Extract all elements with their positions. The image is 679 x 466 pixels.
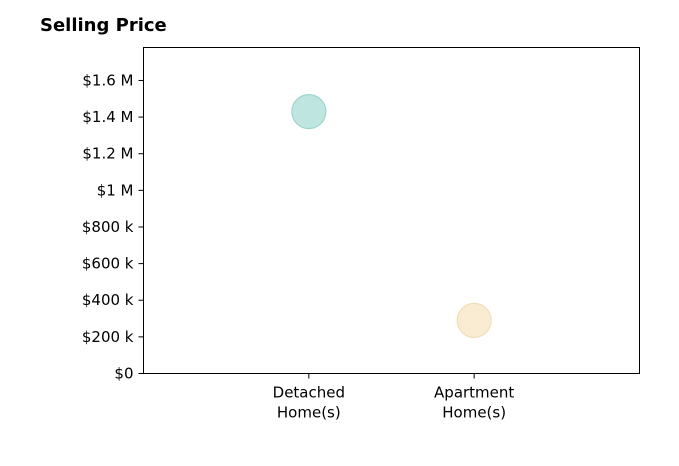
data-point xyxy=(291,94,327,130)
chart-title: Selling Price xyxy=(40,15,167,36)
y-axis: $0 $200 k $400 k $600 k $800 k $1 M $1.2 M $1.4… xyxy=(82,71,144,383)
y-tick-label: $600 k xyxy=(82,255,134,273)
y-tick-label: $200 k xyxy=(82,328,134,346)
y-tick-label: $400 k xyxy=(82,291,134,309)
x-tick-label-line: Detached xyxy=(273,384,345,402)
y-tick-label: $1 M xyxy=(97,181,134,199)
data-points xyxy=(291,94,492,338)
plot-area-frame xyxy=(143,47,640,374)
y-tick-label: $1.4 M xyxy=(82,108,133,126)
y-tick-label: $1.2 M xyxy=(82,145,133,163)
y-tick-label: $800 k xyxy=(82,218,134,236)
x-tick-label: Detached Home(s) xyxy=(273,384,345,422)
x-tick-label-line: Apartment xyxy=(434,384,514,402)
y-tick-label: $1.6 M xyxy=(82,71,133,89)
x-axis: Detached Home(s) Apartment Home(s) xyxy=(273,373,514,422)
y-tick-label: $0 xyxy=(114,365,133,383)
x-tick-label-line: Home(s) xyxy=(277,404,341,422)
data-point xyxy=(456,302,492,338)
x-tick-label-line: Home(s) xyxy=(442,404,506,422)
x-tick-label: Apartment Home(s) xyxy=(434,384,514,422)
